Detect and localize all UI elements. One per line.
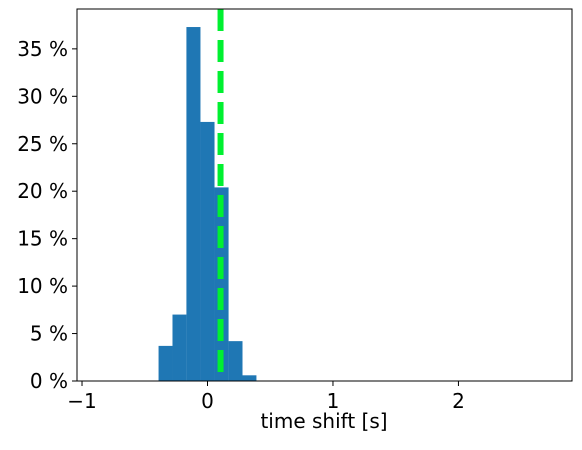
bar (228, 341, 243, 381)
bar (172, 314, 187, 381)
x-tick-label: 1 (327, 389, 340, 413)
y-tick-label: 20 % (17, 179, 68, 203)
x-tick-label: −1 (67, 389, 96, 413)
y-tick-label: 35 % (17, 37, 68, 61)
y-tick-label: 0 % (30, 369, 68, 393)
plot-frame (76, 8, 573, 382)
y-tick-label: 10 % (17, 274, 68, 298)
y-tick-label: 5 % (30, 322, 68, 346)
bar (242, 375, 257, 381)
bar (186, 27, 201, 382)
y-tick-label: 30 % (17, 84, 68, 108)
bar (158, 345, 173, 381)
x-tick-label: 2 (452, 389, 465, 413)
bar (200, 121, 215, 381)
x-axis-label: time shift [s] (260, 409, 387, 433)
x-tick-label: 0 (201, 389, 214, 413)
y-tick-label: 15 % (17, 227, 68, 251)
y-tick-label: 25 % (17, 132, 68, 156)
